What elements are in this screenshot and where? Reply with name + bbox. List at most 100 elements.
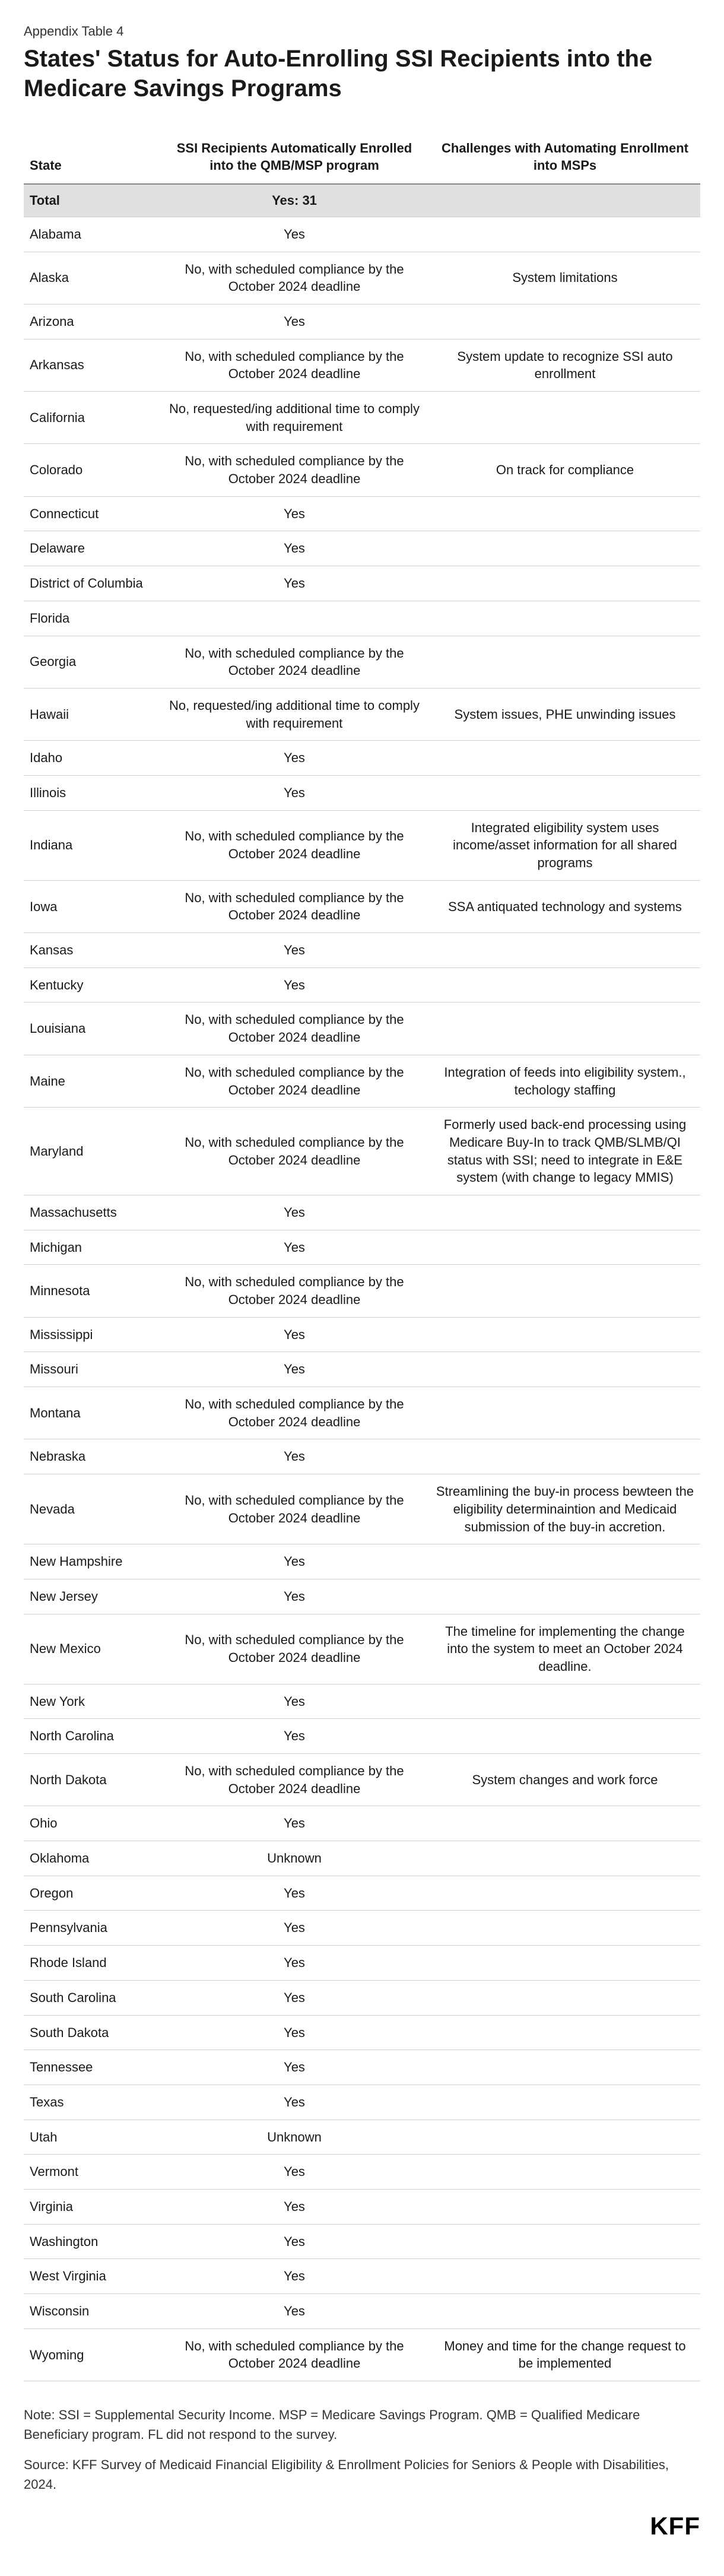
table-row: UtahUnknown bbox=[24, 2120, 700, 2155]
cell-challenges: Formerly used back-end processing using … bbox=[430, 1108, 700, 1195]
cell-auto: Yes bbox=[159, 217, 430, 252]
header-row: State SSI Recipients Automatically Enrol… bbox=[24, 133, 700, 184]
cell-challenges bbox=[430, 1230, 700, 1265]
cell-auto: No, with scheduled compliance by the Oct… bbox=[159, 636, 430, 688]
cell-challenges bbox=[430, 1195, 700, 1230]
cell-auto: No, with scheduled compliance by the Oct… bbox=[159, 2328, 430, 2381]
table-row: South DakotaYes bbox=[24, 2015, 700, 2050]
cell-state: Michigan bbox=[24, 1230, 159, 1265]
table-row: TennesseeYes bbox=[24, 2050, 700, 2085]
cell-state: California bbox=[24, 392, 159, 444]
cell-auto: Unknown bbox=[159, 2120, 430, 2155]
table-row: AlabamaYes bbox=[24, 217, 700, 252]
cell-state: Massachusetts bbox=[24, 1195, 159, 1230]
data-table: State SSI Recipients Automatically Enrol… bbox=[24, 133, 700, 2381]
table-row: MissouriYes bbox=[24, 1352, 700, 1387]
cell-challenges bbox=[430, 531, 700, 566]
cell-auto: Yes bbox=[159, 1876, 430, 1911]
cell-auto: No, requested/ing additional time to com… bbox=[159, 688, 430, 740]
cell-challenges bbox=[430, 566, 700, 601]
cell-auto: Yes bbox=[159, 2155, 430, 2190]
table-row: KentuckyYes bbox=[24, 967, 700, 1003]
table-row: WyomingNo, with scheduled compliance by … bbox=[24, 2328, 700, 2381]
cell-auto: Yes bbox=[159, 933, 430, 968]
cell-auto: No, with scheduled compliance by the Oct… bbox=[159, 1108, 430, 1195]
cell-challenges bbox=[430, 1544, 700, 1579]
cell-challenges bbox=[430, 1980, 700, 2015]
cell-state: Alaska bbox=[24, 252, 159, 304]
cell-auto: Yes bbox=[159, 741, 430, 776]
cell-challenges bbox=[430, 2120, 700, 2155]
cell-auto: Yes bbox=[159, 2294, 430, 2329]
cell-challenges bbox=[430, 1003, 700, 1055]
cell-state: Louisiana bbox=[24, 1003, 159, 1055]
cell-state: Indiana bbox=[24, 810, 159, 880]
cell-state: Arkansas bbox=[24, 339, 159, 391]
table-row: North CarolinaYes bbox=[24, 1719, 700, 1754]
cell-state: Idaho bbox=[24, 741, 159, 776]
col-header-state: State bbox=[24, 133, 159, 184]
cell-auto: No, with scheduled compliance by the Oct… bbox=[159, 339, 430, 391]
cell-state: Oklahoma bbox=[24, 1841, 159, 1876]
table-row: Florida bbox=[24, 601, 700, 636]
cell-challenges bbox=[430, 1439, 700, 1474]
cell-auto: Yes bbox=[159, 2085, 430, 2120]
cell-auto: Yes bbox=[159, 1579, 430, 1614]
table-row: South CarolinaYes bbox=[24, 1980, 700, 2015]
cell-challenges: System changes and work force bbox=[430, 1754, 700, 1806]
cell-challenges bbox=[430, 392, 700, 444]
table-row: OhioYes bbox=[24, 1806, 700, 1841]
cell-state: Hawaii bbox=[24, 688, 159, 740]
table-row: ArizonaYes bbox=[24, 304, 700, 339]
cell-auto: No, with scheduled compliance by the Oct… bbox=[159, 1474, 430, 1544]
cell-state: North Dakota bbox=[24, 1754, 159, 1806]
col-header-challenges: Challenges with Automating Enrollment in… bbox=[430, 133, 700, 184]
table-row: ConnecticutYes bbox=[24, 496, 700, 531]
cell-auto: No, with scheduled compliance by the Oct… bbox=[159, 880, 430, 932]
table-row: AlaskaNo, with scheduled compliance by t… bbox=[24, 252, 700, 304]
cell-state: Illinois bbox=[24, 775, 159, 810]
cell-challenges bbox=[430, 2259, 700, 2294]
cell-challenges bbox=[430, 2155, 700, 2190]
cell-state: Pennsylvania bbox=[24, 1911, 159, 1946]
cell-state: Missouri bbox=[24, 1352, 159, 1387]
table-row: MarylandNo, with scheduled compliance by… bbox=[24, 1108, 700, 1195]
cell-challenges bbox=[430, 1352, 700, 1387]
cell-challenges: System limitations bbox=[430, 252, 700, 304]
table-row: New JerseyYes bbox=[24, 1579, 700, 1614]
cell-challenges bbox=[430, 2294, 700, 2329]
table-row: WisconsinYes bbox=[24, 2294, 700, 2329]
cell-state: North Carolina bbox=[24, 1719, 159, 1754]
cell-state: Connecticut bbox=[24, 496, 159, 531]
table-row: GeorgiaNo, with scheduled compliance by … bbox=[24, 636, 700, 688]
table-row: IdahoYes bbox=[24, 741, 700, 776]
cell-state: Nebraska bbox=[24, 1439, 159, 1474]
cell-challenges: Integrated eligibility system uses incom… bbox=[430, 810, 700, 880]
table-row: West VirginiaYes bbox=[24, 2259, 700, 2294]
cell-challenges: Integration of feeds into eligibility sy… bbox=[430, 1055, 700, 1107]
cell-auto: Yes bbox=[159, 304, 430, 339]
cell-state: New Hampshire bbox=[24, 1544, 159, 1579]
cell-challenges bbox=[430, 1841, 700, 1876]
table-row: MichiganYes bbox=[24, 1230, 700, 1265]
cell-state: Vermont bbox=[24, 2155, 159, 2190]
cell-auto: No, with scheduled compliance by the Oct… bbox=[159, 1614, 430, 1684]
col-header-auto: SSI Recipients Automatically Enrolled in… bbox=[159, 133, 430, 184]
cell-auto: Yes bbox=[159, 1439, 430, 1474]
cell-state: Kansas bbox=[24, 933, 159, 968]
cell-state: Colorado bbox=[24, 444, 159, 496]
table-row: IndianaNo, with scheduled compliance by … bbox=[24, 810, 700, 880]
cell-challenges bbox=[430, 304, 700, 339]
table-row: VirginiaYes bbox=[24, 2189, 700, 2224]
cell-state: Wyoming bbox=[24, 2328, 159, 2381]
cell-auto: Yes bbox=[159, 1195, 430, 1230]
cell-challenges bbox=[430, 933, 700, 968]
cell-auto: Yes bbox=[159, 1230, 430, 1265]
cell-challenges bbox=[430, 1806, 700, 1841]
cell-challenges bbox=[430, 217, 700, 252]
table-row: HawaiiNo, requested/ing additional time … bbox=[24, 688, 700, 740]
table-row: IowaNo, with scheduled compliance by the… bbox=[24, 880, 700, 932]
table-row: PennsylvaniaYes bbox=[24, 1911, 700, 1946]
cell-auto: Yes bbox=[159, 2259, 430, 2294]
cell-state: Virginia bbox=[24, 2189, 159, 2224]
